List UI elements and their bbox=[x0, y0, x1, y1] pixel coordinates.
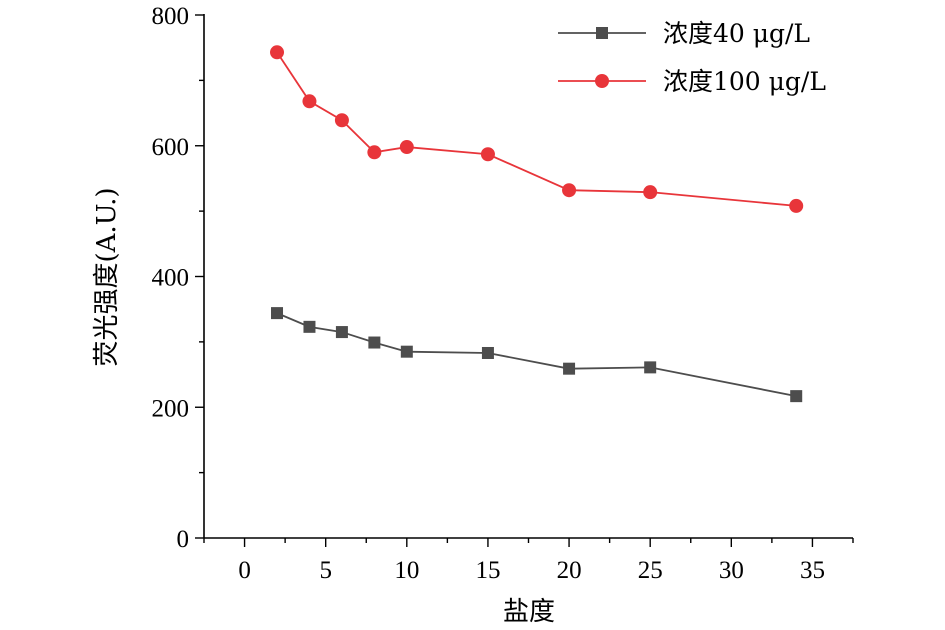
data-point-square bbox=[563, 362, 576, 375]
data-point-circle bbox=[399, 140, 414, 155]
data-point-circle bbox=[270, 45, 285, 60]
x-tick-label: 35 bbox=[800, 557, 825, 584]
x-tick-label: 15 bbox=[475, 557, 500, 584]
legend-item-1: 浓度40 μg/L bbox=[558, 19, 810, 48]
y-tick-label: 200 bbox=[152, 395, 190, 422]
data-point-square bbox=[790, 390, 803, 403]
series-1 bbox=[271, 307, 803, 403]
series-layer bbox=[270, 45, 804, 403]
axes: 0 200 400 600 800 0 5 10 15 20 25 30 35 bbox=[152, 3, 854, 584]
y-tick-label: 600 bbox=[152, 134, 190, 161]
x-tick-label: 5 bbox=[319, 557, 332, 584]
legend-label: 浓度100 μg/L bbox=[663, 67, 826, 96]
legend-label: 浓度40 μg/L bbox=[663, 19, 810, 48]
y-axis-title: 荧光强度(A.U.) bbox=[92, 187, 122, 366]
x-tick-label: 10 bbox=[394, 557, 419, 584]
x-tick-label: 25 bbox=[638, 557, 663, 584]
data-point-circle bbox=[643, 185, 658, 200]
series-2 bbox=[270, 45, 804, 213]
data-point-circle bbox=[789, 198, 804, 213]
x-tick-label: 0 bbox=[238, 557, 251, 584]
y-tick-label: 800 bbox=[152, 3, 190, 30]
y-tick-label: 400 bbox=[152, 265, 190, 292]
y-tick-label: 0 bbox=[177, 526, 190, 553]
data-point-circle bbox=[334, 113, 349, 128]
data-point-square bbox=[400, 345, 413, 358]
x-tick-label: 20 bbox=[557, 557, 582, 584]
legend: 浓度40 μg/L 浓度100 μg/L bbox=[558, 19, 826, 96]
series-line bbox=[276, 312, 797, 398]
data-point-square bbox=[335, 326, 348, 339]
legend-marker-square bbox=[596, 27, 608, 39]
data-point-square bbox=[368, 336, 381, 349]
data-point-square bbox=[481, 346, 494, 359]
x-axis-title: 盐度 bbox=[503, 597, 555, 627]
data-point-square bbox=[644, 361, 657, 374]
data-point-circle bbox=[302, 94, 317, 109]
data-point-circle bbox=[480, 147, 495, 162]
data-point-circle bbox=[367, 145, 382, 160]
x-tick-label: 30 bbox=[719, 557, 744, 584]
data-point-square bbox=[303, 320, 316, 333]
legend-marker-circle bbox=[595, 74, 609, 88]
data-point-square bbox=[271, 307, 284, 320]
legend-item-2: 浓度100 μg/L bbox=[558, 67, 826, 96]
data-point-circle bbox=[562, 183, 577, 198]
